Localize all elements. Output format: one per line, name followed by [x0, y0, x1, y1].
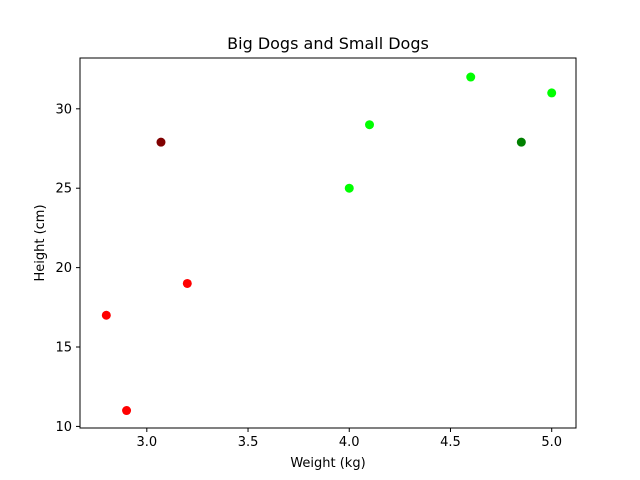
data-point [122, 406, 132, 416]
y-tick-label: 30 [55, 102, 72, 117]
x-axis-label: Weight (kg) [290, 456, 365, 471]
data-point [516, 137, 526, 147]
data-point [344, 183, 354, 193]
data-point [156, 137, 166, 147]
data-point [182, 278, 192, 288]
x-axis: 3.0 3.5 4.0 4.5 5.0 [136, 428, 562, 450]
plot-area [79, 57, 577, 429]
data-point [466, 72, 476, 82]
x-tick-label: 3.5 [238, 435, 259, 450]
y-axis-label: Height (cm) [33, 204, 48, 281]
x-tick-label: 4.0 [339, 435, 360, 450]
x-tick-label: 4.5 [440, 435, 461, 450]
data-point [547, 88, 557, 98]
y-tick-label: 10 [55, 420, 72, 435]
data-points [101, 72, 557, 416]
y-axis: 10 15 20 25 30 [55, 102, 80, 435]
data-point [365, 120, 375, 130]
y-tick-label: 20 [55, 261, 72, 276]
y-tick-label: 15 [55, 341, 72, 356]
x-tick-label: 3.0 [136, 435, 157, 450]
data-point [101, 310, 111, 320]
y-tick-label: 25 [55, 182, 72, 197]
chart-title: Big Dogs and Small Dogs [227, 34, 429, 53]
x-tick-label: 5.0 [541, 435, 562, 450]
